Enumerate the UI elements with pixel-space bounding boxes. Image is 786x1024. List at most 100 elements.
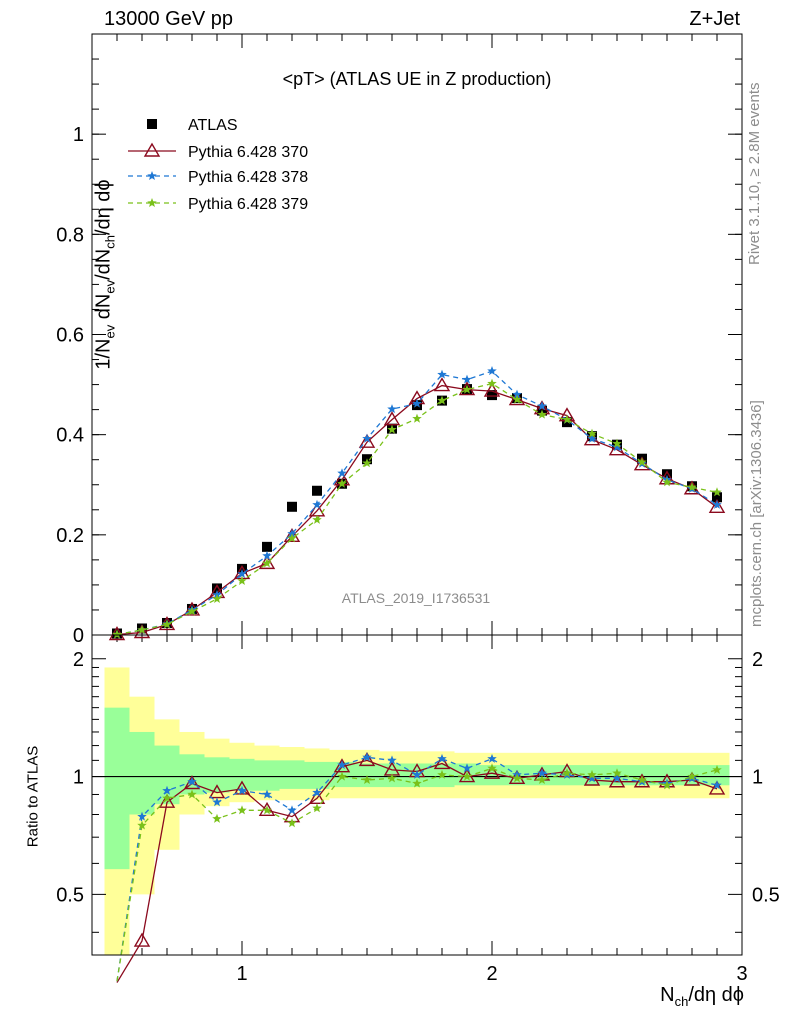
ratio-point <box>612 773 622 783</box>
ratio-y-tick-label-right: 2 <box>752 649 763 671</box>
legend-marker <box>147 119 157 129</box>
data-point <box>337 468 347 478</box>
data-point <box>112 629 122 639</box>
ratio-point <box>587 769 597 779</box>
ratio-point <box>712 780 722 790</box>
data-point <box>437 395 447 405</box>
mcplots-label: mcplots.cern.ch [arXiv:1306.3436] <box>748 400 765 627</box>
ratio-point <box>187 789 197 799</box>
ratio-point <box>437 753 447 763</box>
ratio-point <box>433 755 451 770</box>
data-point <box>312 514 322 524</box>
data-point <box>637 457 647 467</box>
data-point <box>512 394 522 404</box>
ratio-point <box>262 805 272 815</box>
data-point <box>137 624 147 635</box>
ratio-point <box>487 763 497 773</box>
data-point <box>487 378 497 388</box>
data-point <box>212 583 222 594</box>
ratio-point <box>237 805 247 815</box>
data-point <box>537 401 547 411</box>
main-y-tick-label: 0.6 <box>56 325 84 347</box>
main-panel: 0 0.2 0.4 0.6 0.8 1 ATLAS Pythia 6.428 370 Pythi… <box>56 33 743 955</box>
ratio-point <box>237 785 247 795</box>
series-3 <box>112 378 722 639</box>
stat-uncertainty-band <box>254 760 280 791</box>
plot-title-text: <pT> (ATLAS UE in Z production) <box>282 69 552 89</box>
data-point <box>187 606 197 616</box>
ratio-point <box>387 773 397 783</box>
legend-label: ATLAS <box>188 117 238 134</box>
legend: ATLAS Pythia 6.428 370 Pythia 6.428 378 Pyt… <box>128 117 308 213</box>
main-y-tick-label: 1 <box>73 124 84 146</box>
stat-uncertainty-band <box>104 707 130 870</box>
data-point <box>612 438 622 448</box>
data-point <box>162 619 172 629</box>
ratio-point <box>462 771 472 781</box>
data-point <box>587 428 597 438</box>
data-point <box>483 382 501 397</box>
stat-uncertainty-band <box>179 754 205 795</box>
ratio-point <box>212 797 222 807</box>
legend-marker <box>143 142 161 157</box>
ratio-point <box>287 818 297 828</box>
data-point <box>287 533 297 543</box>
data-point <box>237 563 247 574</box>
ratio-point <box>337 771 347 781</box>
data-point <box>412 398 422 408</box>
ratio-point <box>487 753 497 763</box>
x-tick-label: 1 <box>236 963 247 985</box>
ratio-y-tick-label-right: 0.5 <box>752 884 780 906</box>
data-point <box>412 413 422 423</box>
main-y-tick-label: 0 <box>73 625 84 647</box>
stat-uncertainty-band <box>204 757 230 793</box>
ratio-point <box>537 775 547 785</box>
ratio-point <box>637 775 647 785</box>
ratio-point <box>362 775 372 785</box>
stat-uncertainty-band <box>304 761 330 789</box>
header-left: 13000 GeV pp <box>104 8 233 30</box>
data-point <box>362 433 372 443</box>
data-point <box>583 431 601 446</box>
data-point <box>462 374 472 384</box>
data-point <box>387 404 397 414</box>
ratio-point <box>337 760 347 770</box>
ratio-point <box>162 785 172 795</box>
data-point <box>487 390 497 401</box>
data-point <box>237 575 247 585</box>
ratio-point <box>437 769 447 779</box>
analysis-label: ATLAS_2019_I1736531 <box>341 590 491 606</box>
data-point <box>712 487 722 497</box>
ratio-point <box>233 780 251 795</box>
ratio-point <box>137 820 147 830</box>
ratio-point <box>362 752 372 762</box>
legend-label: Pythia 6.428 379 <box>188 196 308 213</box>
ratio-y-tick-label: 2 <box>73 649 84 671</box>
main-ylabel: 1/Nev dNev/dNch/dη dϕ <box>92 179 118 370</box>
data-point <box>237 568 247 578</box>
data-point <box>312 499 322 509</box>
data-point <box>612 442 622 452</box>
data-point <box>633 456 651 471</box>
uncertainty-bands <box>104 667 730 955</box>
ratio-point <box>712 764 722 774</box>
ratio-y-tick-label: 0.5 <box>56 884 84 906</box>
data-point <box>712 492 722 503</box>
data-point <box>337 478 347 488</box>
ratio-point <box>262 789 272 799</box>
ratio-point <box>612 768 622 778</box>
data-point <box>133 624 151 639</box>
ratio-point <box>212 813 222 823</box>
data-point <box>537 409 547 419</box>
xlabel: Nch/dη dϕ <box>660 984 744 1009</box>
stat-uncertainty-band <box>279 760 305 789</box>
stat-uncertainty-band <box>129 731 155 815</box>
data-point <box>362 458 372 468</box>
ratio-point <box>287 805 297 815</box>
ratio-frame <box>91 634 743 956</box>
ratio-point <box>662 780 672 790</box>
ratio-point <box>608 773 626 788</box>
ratio-point <box>462 763 472 773</box>
ratio-point <box>358 751 376 767</box>
data-point <box>687 482 697 492</box>
